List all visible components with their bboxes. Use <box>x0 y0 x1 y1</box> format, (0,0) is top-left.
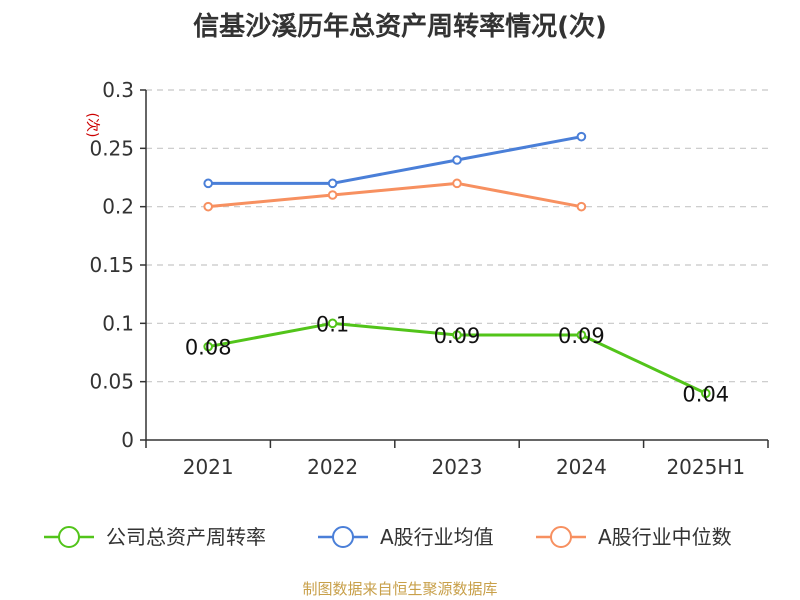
series <box>203 131 711 399</box>
y-tick-label: 0 <box>121 428 134 452</box>
data-point <box>452 155 462 165</box>
data-point <box>576 131 587 142</box>
data-label: 0.04 <box>682 382 729 406</box>
data-point <box>327 318 338 329</box>
data-point <box>203 201 213 212</box>
series-line-2 <box>208 181 582 209</box>
y-tick-label: 0.25 <box>89 136 134 160</box>
data-point <box>203 341 213 352</box>
data-point <box>203 178 213 189</box>
legend-label: A股行业均值 <box>380 525 494 549</box>
legend: 公司总资产周转率 A股行业均值 A股行业中位数 <box>44 525 732 549</box>
legend-label: 公司总资产周转率 <box>106 525 266 549</box>
y-tick-label: 0.3 <box>102 78 134 102</box>
data-label: 0.09 <box>558 324 605 348</box>
data-point <box>452 330 462 340</box>
y-tick-label: 0.15 <box>89 253 134 277</box>
data-point <box>576 330 587 340</box>
gridlines <box>146 89 768 383</box>
x-tick-label: 2023 <box>432 455 483 479</box>
source-footer: 制图数据来自恒生聚源数据库 <box>302 580 498 598</box>
legend-marker <box>332 526 354 548</box>
data-label: 0.08 <box>185 336 232 360</box>
x-tick-label: 2024 <box>556 455 607 479</box>
data-point <box>327 190 338 200</box>
data-point <box>576 201 587 212</box>
series-line-1 <box>208 135 582 185</box>
y-tick-label: 0.2 <box>102 195 134 219</box>
axes: 0 0.05 0.1 0.15 0.2 0.25 0.3 2021 2022 2023 2024 20… <box>84 78 769 479</box>
legend-marker <box>58 526 80 548</box>
data-point <box>701 388 711 399</box>
y-tick-label: 0.1 <box>102 311 134 335</box>
y-axis-label: (次) <box>84 113 100 138</box>
chart-title: 信基沙溪历年总资产周转率情况(次) <box>193 12 607 42</box>
x-tick-label: 2022 <box>307 455 358 479</box>
data-point <box>327 178 338 189</box>
data-point <box>452 178 462 189</box>
data-label: 0.09 <box>434 324 481 348</box>
data-label: 0.1 <box>316 312 349 336</box>
y-tick-label: 0.05 <box>89 370 134 394</box>
x-tick-label: 2021 <box>183 455 234 479</box>
data-labels: 0.08 0.1 0.09 0.09 0.04 <box>185 312 729 406</box>
legend-marker <box>550 526 572 548</box>
x-tick-label: 2025H1 <box>666 455 745 479</box>
legend-label: A股行业中位数 <box>598 525 732 549</box>
